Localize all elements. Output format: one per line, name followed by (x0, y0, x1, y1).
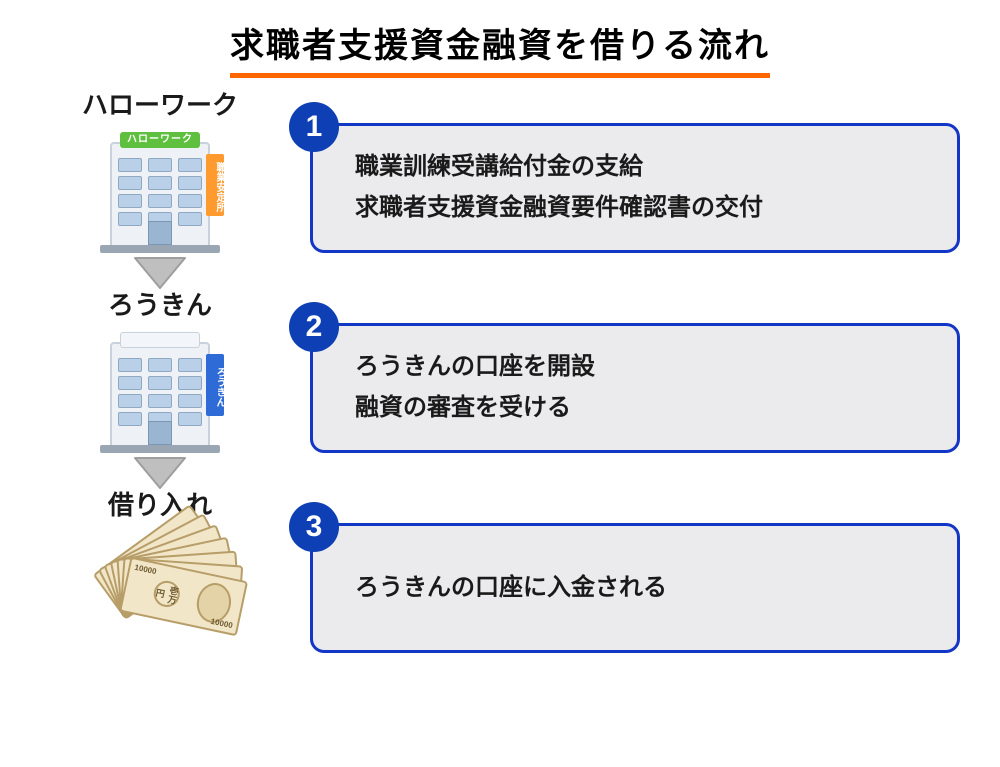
step-text-line: 求職者支援資金融資要件確認書の交付 (355, 188, 929, 229)
left-column: 借り入れ 10000 壱万円 10000 (55, 485, 265, 658)
building-side-sign: ろうきん (206, 354, 224, 416)
step-box: 1 職業訓練受講給付金の支給 求職者支援資金融資要件確認書の交付 (310, 123, 960, 253)
step-text-line: 融資の審査を受ける (355, 388, 929, 429)
step-text-line: ろうきんの口座に入金される (355, 568, 929, 609)
flow-row: 借り入れ 10000 壱万円 10000 (0, 485, 1000, 675)
step-left-label: 借り入れ (55, 485, 265, 522)
left-column: ハローワーク ハローワーク 職業安定所 (55, 85, 265, 258)
step-number-badge: 2 (289, 302, 339, 352)
step-left-label: ろうきん (55, 285, 265, 322)
flow-row: ハローワーク ハローワーク 職業安定所 1 職業訓練受講給付金の支給 求職者支援… (0, 85, 1000, 285)
left-column: ろうきん ろうきん (55, 285, 265, 458)
bill-denom: 10000 (134, 563, 158, 576)
step-number-badge: 1 (289, 102, 339, 152)
step-box: 3 ろうきんの口座に入金される (310, 523, 960, 653)
step-number-badge: 3 (289, 502, 339, 552)
step-left-label: ハローワーク (55, 85, 265, 122)
step-text-line: 職業訓練受講給付金の支給 (355, 147, 929, 188)
title-container: 求職者支援資金融資を借りる流れ (0, 0, 1000, 78)
hellowork-building-icon: ハローワーク 職業安定所 (90, 128, 230, 258)
money-fan-icon: 10000 壱万円 10000 (75, 528, 245, 658)
building-sign: ハローワーク (120, 132, 200, 148)
building-side-sign: 職業安定所 (206, 154, 224, 216)
step-text-line: ろうきんの口座を開設 (355, 347, 929, 388)
flow-row: ろうきん ろうきん 2 ろうきんの口座を開設 融資の審査を受ける (0, 285, 1000, 485)
roukin-building-icon: ろうきん (90, 328, 230, 458)
step-box: 2 ろうきんの口座を開設 融資の審査を受ける (310, 323, 960, 453)
page-title: 求職者支援資金融資を借りる流れ (230, 18, 770, 78)
bill-denom: 10000 (210, 617, 234, 630)
flow-container: ハローワーク ハローワーク 職業安定所 1 職業訓練受講給付金の支給 求職者支援… (0, 85, 1000, 675)
bill-yen-mark: 壱万円 (151, 578, 182, 609)
